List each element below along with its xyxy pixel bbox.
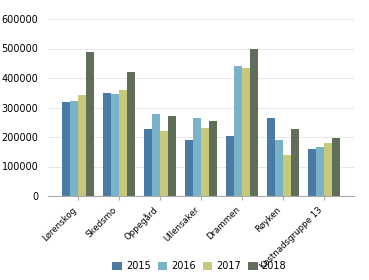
Bar <box>78 95 86 196</box>
Bar <box>267 118 275 196</box>
Bar <box>168 116 176 196</box>
Bar <box>70 101 78 196</box>
Legend: 2015, 2016, 2017, 2018: 2015, 2016, 2017, 2018 <box>108 257 290 275</box>
Bar <box>250 49 258 196</box>
Bar <box>234 66 242 196</box>
Bar <box>283 155 291 196</box>
Bar <box>332 138 340 196</box>
Bar <box>291 129 299 196</box>
Bar <box>308 150 316 196</box>
Bar <box>152 114 160 196</box>
Bar <box>119 90 127 196</box>
Bar <box>201 128 209 196</box>
Bar <box>160 130 168 196</box>
Bar <box>127 72 135 196</box>
Bar <box>324 143 332 196</box>
Bar <box>103 93 111 196</box>
Bar <box>111 94 119 196</box>
Bar <box>316 147 324 196</box>
Bar <box>193 118 201 196</box>
Bar <box>275 140 283 196</box>
Bar <box>209 121 217 196</box>
Bar <box>62 102 70 196</box>
Bar <box>226 136 234 196</box>
Bar <box>185 140 193 196</box>
Bar <box>242 68 250 196</box>
Bar <box>144 129 152 196</box>
Bar <box>86 52 94 196</box>
